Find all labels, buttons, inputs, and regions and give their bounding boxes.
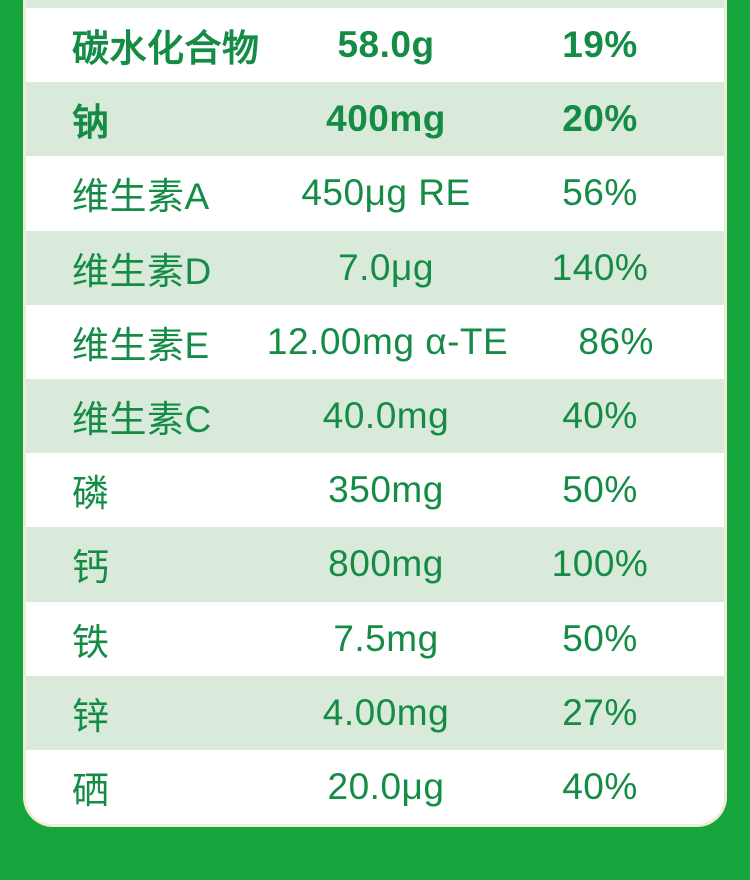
nutrient-name: 磷	[72, 473, 110, 515]
nutrient-nrv-percent: 56%	[562, 172, 638, 214]
table-row: 碳水化合物 58.0g 19%	[26, 8, 724, 82]
nutrient-name: 钙	[72, 547, 110, 589]
table-row: 铁 7.5mg 50%	[26, 602, 724, 676]
nutrient-amount: 350mg	[328, 469, 444, 511]
nutrient-nrv-percent: 100%	[551, 543, 649, 585]
nutrient-nrv-percent: 19%	[562, 24, 638, 66]
nutrient-name: 维生素D	[72, 250, 212, 292]
nutrient-name: 碳水化合物	[72, 28, 260, 70]
nutrient-name: 锌	[72, 695, 110, 737]
nutrient-nrv-percent: 86%	[578, 320, 654, 362]
table-row: 钙 800mg 100%	[26, 527, 724, 602]
nutrient-amount: 450μg RE	[301, 172, 471, 214]
nutrition-table-card: 碳水化合物 58.0g 19% 钠 400mg 20% 维生素A 450μg R…	[23, 0, 727, 827]
table-row: 硒 20.0μg 40%	[26, 750, 724, 824]
nutrient-amount: 4.00mg	[322, 691, 450, 733]
nutrient-nrv-percent: 140%	[551, 246, 649, 288]
nutrient-name: 硒	[72, 769, 110, 811]
nutrient-amount: 20.0μg	[327, 765, 445, 807]
table-row: 磷 350mg 50%	[26, 453, 724, 527]
table-row: 维生素C 40.0mg 40%	[26, 378, 724, 454]
nutrient-name: 维生素E	[72, 324, 210, 366]
previous-row-cutoff-strip	[26, 0, 724, 8]
nutrient-name: 维生素A	[72, 176, 210, 218]
nutrient-amount: 7.5mg	[333, 617, 439, 659]
nutrient-nrv-percent: 20%	[562, 98, 638, 140]
nutrient-name: 维生素C	[72, 399, 212, 441]
nutrient-nrv-percent: 40%	[562, 395, 638, 437]
table-row: 维生素D 7.0μg 140%	[26, 230, 724, 305]
nutrition-table: 碳水化合物 58.0g 19% 钠 400mg 20% 维生素A 450μg R…	[26, 8, 724, 824]
nutrient-amount: 400mg	[326, 98, 446, 140]
nutrient-amount: 7.0μg	[338, 246, 434, 288]
nutrient-nrv-percent: 50%	[562, 617, 638, 659]
nutrient-nrv-percent: 50%	[562, 469, 638, 511]
nutrient-amount: 58.0g	[337, 24, 435, 66]
table-row: 维生素E 12.00mg α-TE 86%	[26, 305, 724, 379]
nutrient-name: 铁	[72, 621, 110, 663]
table-row: 维生素A 450μg RE 56%	[26, 156, 724, 230]
table-row: 钠 400mg 20%	[26, 82, 724, 157]
nutrient-amount: 40.0mg	[322, 395, 450, 437]
table-row: 锌 4.00mg 27%	[26, 675, 724, 750]
nutrient-amount: 12.00mg α-TE	[266, 320, 509, 362]
nutrient-amount: 800mg	[328, 543, 444, 585]
nutrient-name: 钠	[72, 102, 110, 144]
nutrient-nrv-percent: 27%	[562, 691, 638, 733]
nutrient-nrv-percent: 40%	[562, 765, 638, 807]
